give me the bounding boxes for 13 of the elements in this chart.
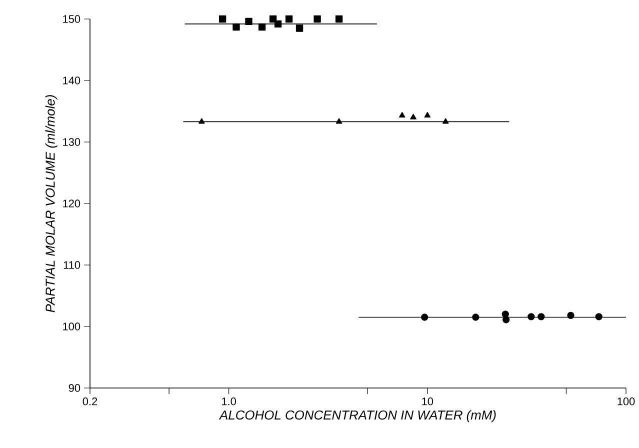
x-tick-label: 1.0 — [222, 398, 236, 406]
x-tick-label: 0.2 — [82, 398, 98, 406]
x-tick-label: 10 — [422, 398, 434, 406]
y-tick-label: 120 — [63, 200, 80, 208]
y-tick-label: 90 — [68, 384, 80, 392]
y-tick-label: 110 — [64, 261, 80, 269]
y-tick-label: 150 — [63, 15, 80, 23]
y-tick-label: 130 — [63, 138, 80, 146]
x-axis-title: ALCOHOL CONCENTRATION IN WATER (mM) — [218, 410, 496, 422]
y-tick-label: 140 — [63, 76, 80, 84]
y-tick-label: 100 — [63, 322, 80, 330]
x-tick-label: 100 — [618, 398, 635, 406]
y-axis-title: PARTIAL MOLAR VOLUME (ml/mole) — [45, 95, 58, 312]
